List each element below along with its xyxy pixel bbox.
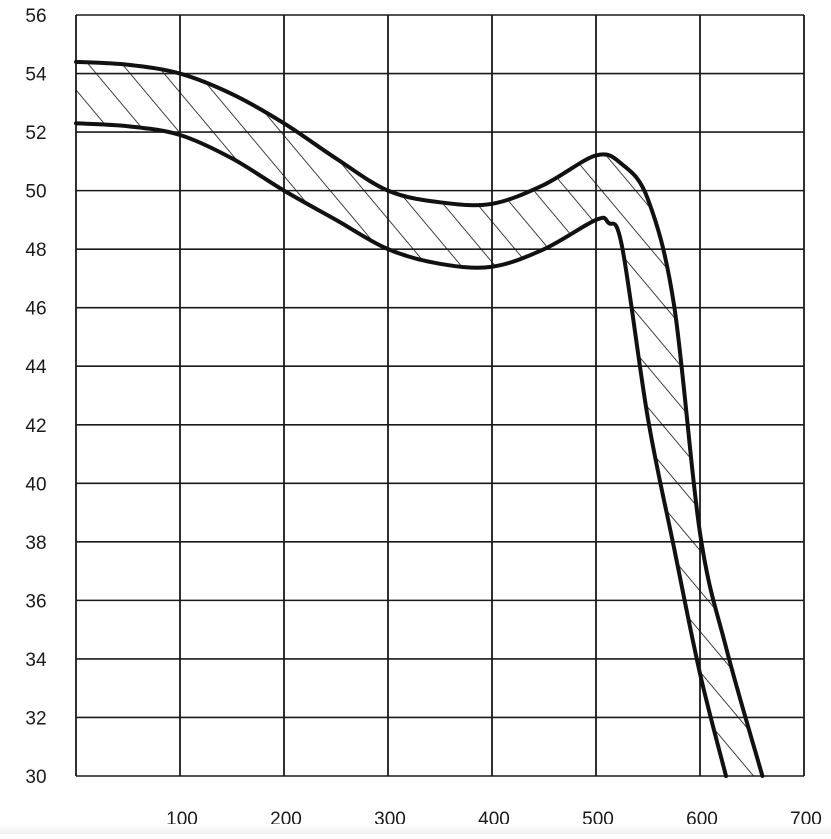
- upper-boundary-line: [74, 59, 765, 778]
- y-tick-label: 32: [25, 708, 46, 729]
- hatch-fill: [76, 61, 763, 777]
- bottom-edge: [0, 824, 831, 834]
- y-tick-label: 54: [25, 65, 47, 86]
- y-axis-tick-labels: 56 54 52 50 48 46 44 42 40 38 36 34 32 30: [25, 6, 47, 788]
- y-tick-label: 36: [25, 591, 46, 612]
- y-tick-label: 40: [25, 474, 46, 495]
- boundary-curves: [74, 59, 765, 778]
- y-tick-label: 46: [25, 299, 46, 320]
- y-tick-label: 42: [25, 416, 46, 437]
- y-tick-label: 56: [25, 6, 46, 27]
- y-tick-label: 44: [25, 357, 47, 378]
- y-tick-label: 52: [25, 123, 46, 144]
- hatched-band: [76, 61, 763, 777]
- y-tick-label: 48: [25, 240, 46, 261]
- y-tick-label: 30: [25, 767, 46, 788]
- y-tick-label: 34: [25, 650, 47, 671]
- y-tick-label: 50: [25, 182, 46, 203]
- grid-lines: [75, 14, 805, 777]
- lower-boundary-line: [74, 121, 728, 778]
- y-tick-label: 38: [25, 533, 46, 554]
